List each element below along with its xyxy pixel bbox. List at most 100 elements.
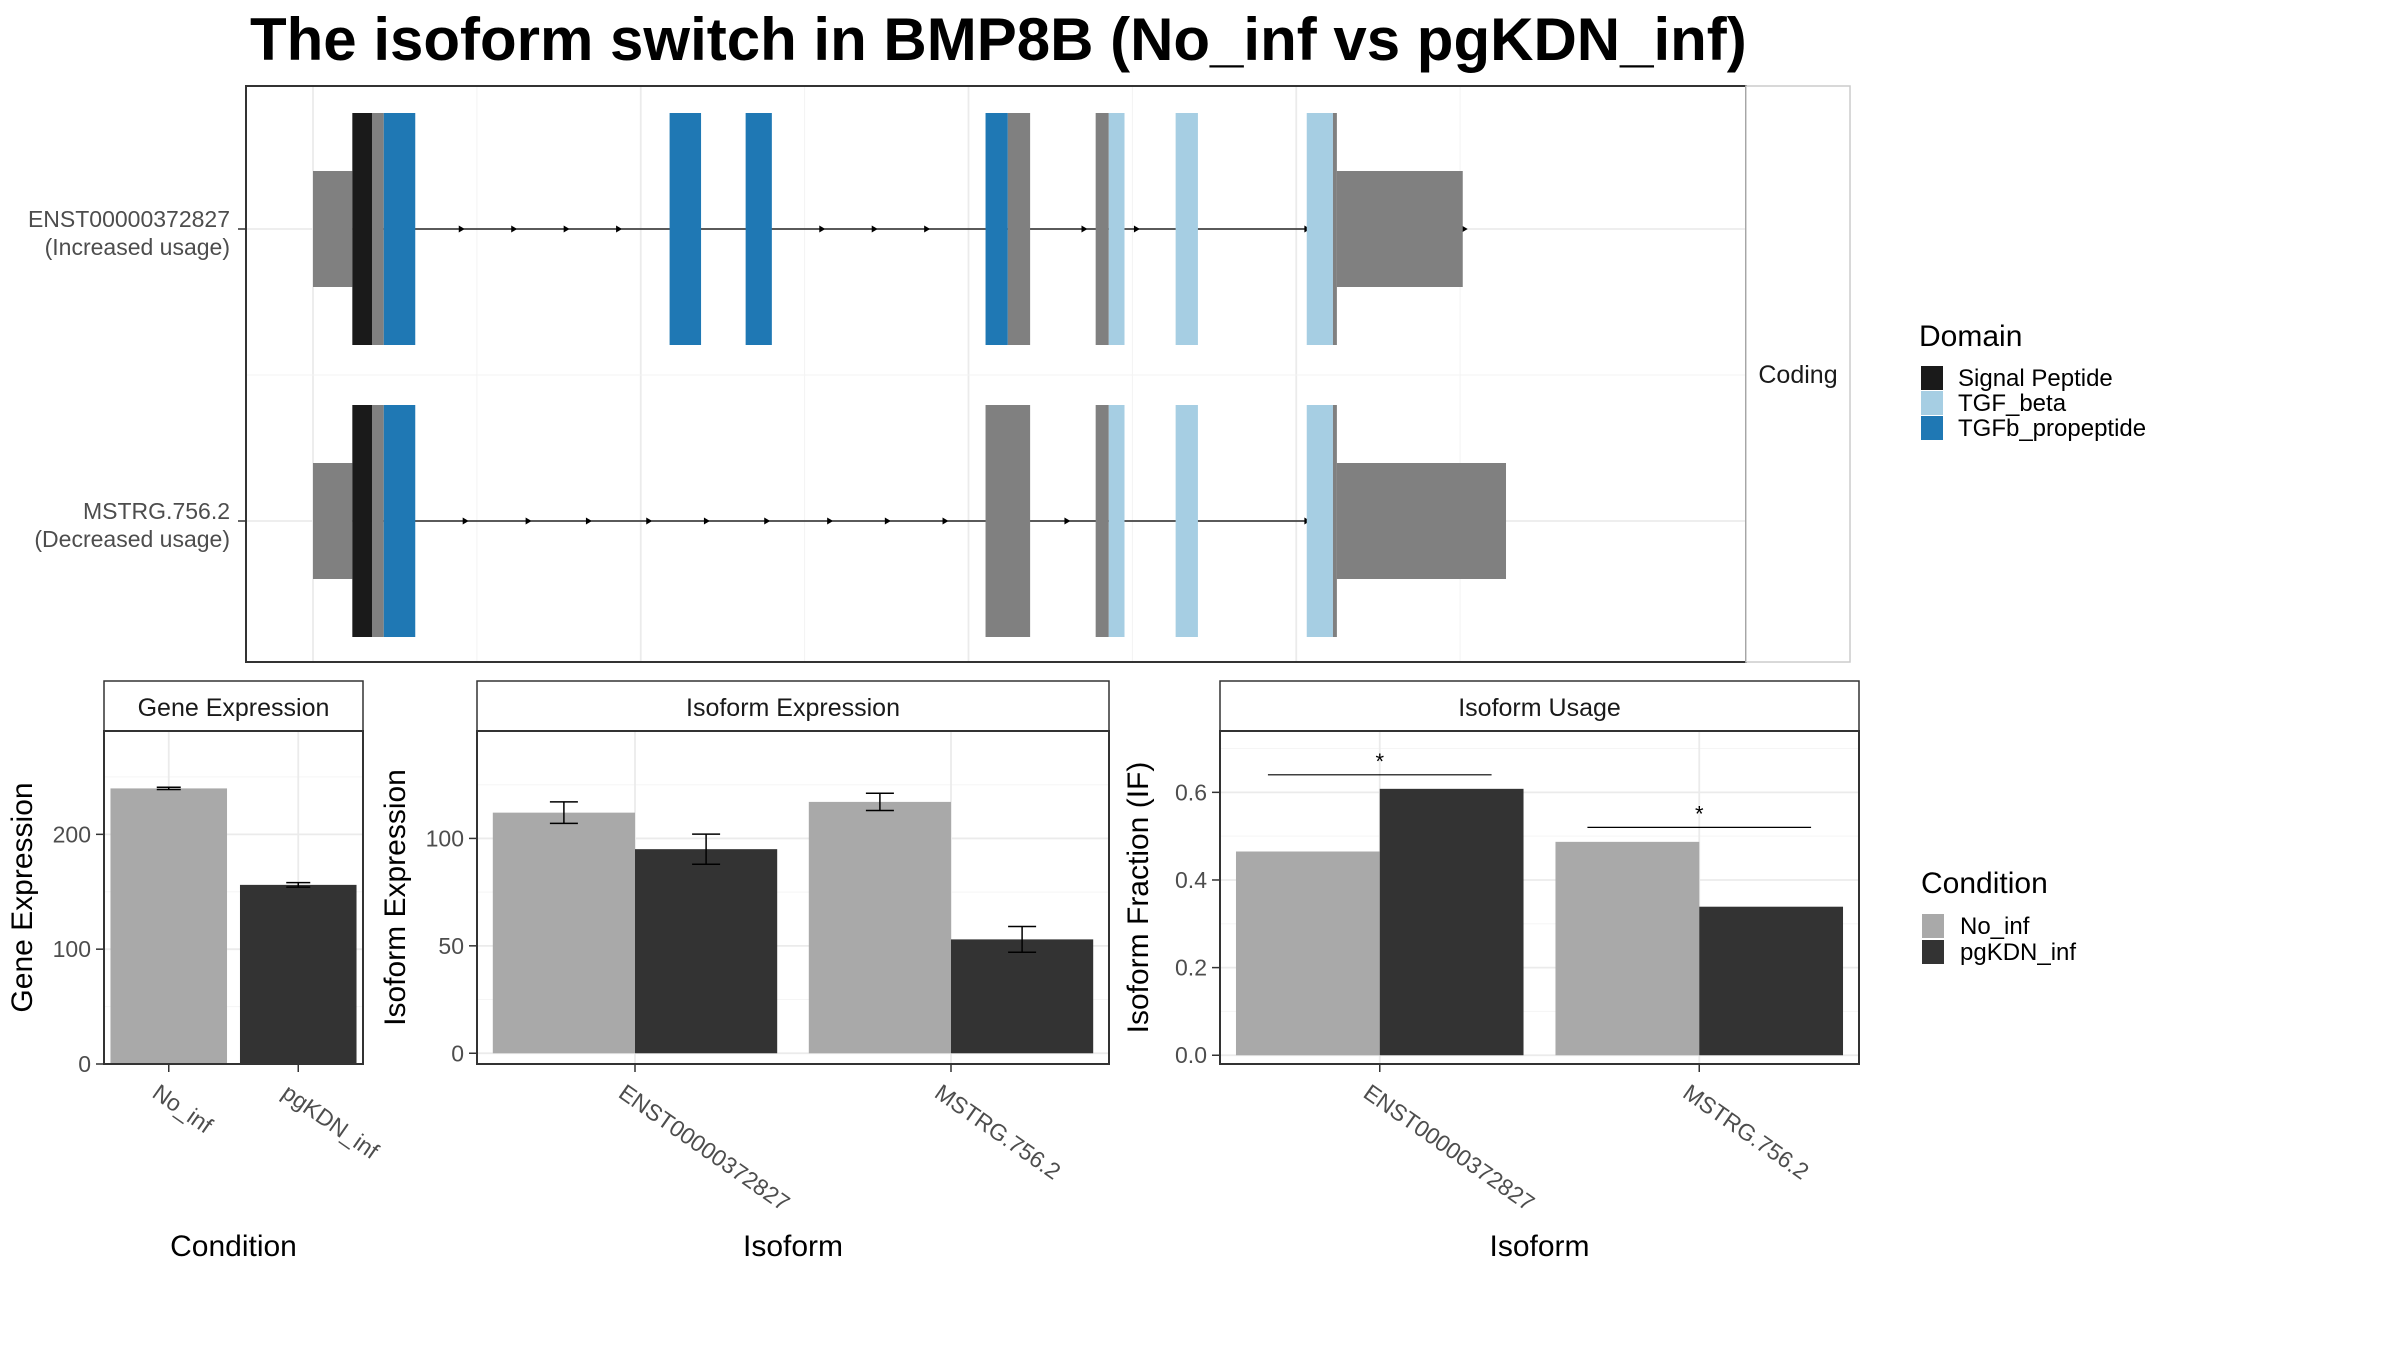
intron-direction-arrow <box>525 517 532 525</box>
cds-segment <box>371 113 384 345</box>
intron-direction-arrow <box>827 517 834 525</box>
figure-title: The isoform switch in BMP8B (No_inf vs p… <box>250 6 1747 73</box>
intron-direction-arrow <box>458 225 465 233</box>
y-tick-label: 0.4 <box>1175 867 1207 893</box>
cds-segment <box>1332 113 1337 345</box>
domain-segment-tgfb-propeptide <box>669 113 702 345</box>
legend-key-tgfb-propeptide <box>1921 416 1943 440</box>
utr-segment <box>1336 171 1463 287</box>
intron-direction-arrow <box>703 517 710 525</box>
legend-key-signal-peptide <box>1921 366 1943 390</box>
intron-direction-arrow <box>1064 517 1071 525</box>
transcript-usage-label: (Increased usage) <box>45 234 230 260</box>
isoform-usage-panel: Isoform Usage * * 0.0 0.2 0.4 0.6 ENST000003728… <box>1122 680 1860 1263</box>
cds-segment <box>1332 405 1337 637</box>
bar <box>492 812 635 1054</box>
panel-border <box>1219 730 1860 1065</box>
y-tick-label: 200 <box>53 821 91 847</box>
legend-label-tgf-beta: TGF_beta <box>1958 390 2067 417</box>
intron-direction-arrow <box>884 517 891 525</box>
cds-segment <box>371 405 384 637</box>
panel-border <box>476 730 1110 1065</box>
intron-direction-arrow <box>646 517 653 525</box>
x-tick-label: pgKDN_inf <box>277 1079 384 1164</box>
bar <box>1699 906 1844 1056</box>
panel-strip <box>476 680 1110 732</box>
y-axis-title: Gene Expression <box>6 782 39 1012</box>
bar <box>1235 851 1380 1056</box>
cds-segment <box>1095 113 1109 345</box>
x-tick-label: ENST00000372827 <box>614 1079 794 1216</box>
domain-segment-tgf-beta <box>1108 405 1125 637</box>
panel-title: Isoform Usage <box>1458 694 1621 722</box>
y-axis-title: Isoform Expression <box>379 769 412 1026</box>
panel-title: Isoform Expression <box>686 694 900 722</box>
cds-segment <box>1095 405 1109 637</box>
y-tick-label: 0 <box>78 1051 91 1077</box>
intron-direction-arrow <box>942 517 949 525</box>
intron-direction-arrow <box>585 517 592 525</box>
utr-segment <box>1336 463 1507 579</box>
y-tick-label: 0 <box>451 1040 464 1066</box>
domain-segment-tgf-beta <box>1108 113 1125 345</box>
significance-label: * <box>1695 801 1704 826</box>
intron-direction-arrow <box>1081 225 1088 233</box>
utr-segment <box>313 463 353 579</box>
domain-segment-tgf-beta <box>1175 113 1198 345</box>
bar <box>1555 841 1700 1056</box>
y-tick-label: 100 <box>53 936 91 962</box>
transcript-ENST00000372827 <box>313 113 1468 345</box>
domain-legend: Domain Signal PeptideTGF_betaTGFb_propep… <box>1919 320 2146 442</box>
domain-segment-tgfb-propeptide <box>383 113 416 345</box>
legend-label-signal-peptide: Signal Peptide <box>1958 365 2113 392</box>
domain-segment-signal-peptide <box>352 113 372 345</box>
y-tick-label: 0.6 <box>1175 779 1207 805</box>
x-tick-label: MSTRG.756.2 <box>1678 1079 1813 1185</box>
isoform-expression-panel: Isoform Expression 0 50 100 ENST00000372827 M… <box>379 680 1110 1263</box>
intron-direction-arrow <box>871 225 878 233</box>
intron-direction-arrow <box>764 517 771 525</box>
cds-segment <box>1007 113 1031 345</box>
bar <box>808 801 951 1054</box>
x-tick-label: MSTRG.756.2 <box>930 1079 1065 1185</box>
panel-title: Gene Expression <box>138 694 330 722</box>
legend-key-pgkdn-inf <box>1922 940 1944 964</box>
bar <box>1379 788 1524 1056</box>
y-tick-label: 0.0 <box>1175 1042 1207 1068</box>
intron-direction-arrow <box>462 517 469 525</box>
transcript-structure-panel: Coding ENST00000372827(Increased usage) M… <box>28 85 1851 663</box>
domain-segment-tgf-beta <box>1306 113 1333 345</box>
y-tick-label: 100 <box>426 825 464 851</box>
transcript-id-label: ENST00000372827 <box>28 206 230 232</box>
intron-direction-arrow <box>924 225 931 233</box>
significance-label: * <box>1375 749 1384 774</box>
intron-direction-arrow <box>819 225 826 233</box>
x-axis-title: Isoform <box>1489 1230 1589 1263</box>
y-tick-label: 50 <box>438 933 464 959</box>
transcript-usage-label: (Decreased usage) <box>34 526 230 552</box>
intron-direction-arrow <box>616 225 623 233</box>
legend-label-pgkdn-inf: pgKDN_inf <box>1960 939 2076 966</box>
domain-segment-tgfb-propeptide <box>985 113 1008 345</box>
panel-border <box>103 730 364 1065</box>
y-axis-title: Isoform Fraction (IF) <box>1122 762 1155 1034</box>
cds-segment <box>985 405 1031 637</box>
utr-segment <box>313 171 353 287</box>
x-tick-label: ENST00000372827 <box>1359 1079 1539 1216</box>
x-axis-title: Condition <box>170 1230 297 1263</box>
intron-direction-arrow <box>511 225 518 233</box>
intron-direction-arrow <box>1461 225 1468 233</box>
transcript-id-label: MSTRG.756.2 <box>83 498 230 524</box>
bar <box>635 849 778 1054</box>
condition-legend-title: Condition <box>1921 867 2048 900</box>
legend-label-tgfb-propeptide: TGFb_propeptide <box>1958 415 2146 442</box>
intron-direction-arrow <box>563 225 570 233</box>
domain-legend-title: Domain <box>1919 320 2022 353</box>
gene-expression-panel: Gene Expression 0 100 200 No_inf pgKDN_inf Con… <box>6 680 384 1263</box>
domain-segment-tgfb-propeptide <box>383 405 416 637</box>
x-tick-label: No_inf <box>148 1079 218 1139</box>
panel-strip <box>1219 680 1860 732</box>
transcript-MSTRG.756.2 <box>313 405 1507 637</box>
